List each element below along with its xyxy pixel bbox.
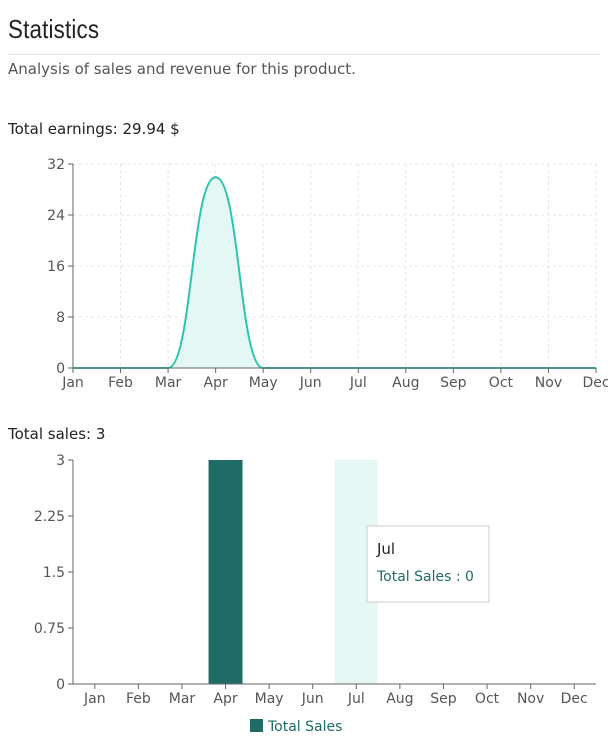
y-tick-label: 1.5 bbox=[43, 565, 65, 581]
x-tick-label: Aug bbox=[392, 375, 419, 391]
sales-label: Total sales: 3 bbox=[8, 425, 106, 443]
earnings-area bbox=[73, 177, 596, 368]
x-tick-label: Jun bbox=[301, 691, 324, 707]
x-tick-label: Feb bbox=[108, 375, 133, 391]
x-tick-label: Oct bbox=[489, 375, 514, 391]
y-tick-label: 0 bbox=[56, 361, 65, 377]
y-tick-label: 2.25 bbox=[34, 509, 65, 525]
x-tick-label: Apr bbox=[204, 375, 228, 391]
y-tick-label: 0.75 bbox=[34, 621, 65, 637]
tooltip-value: Total Sales : 0 bbox=[376, 569, 474, 585]
x-tick-label: Dec bbox=[561, 691, 588, 707]
x-tick-label: Jan bbox=[61, 375, 84, 391]
y-tick-label: 16 bbox=[47, 259, 65, 275]
earnings-line bbox=[73, 176, 596, 369]
tooltip-box bbox=[366, 525, 490, 603]
x-tick-label: May bbox=[255, 691, 284, 707]
x-tick-label: Jan bbox=[83, 691, 106, 707]
page-title: Statistics bbox=[8, 14, 100, 44]
earnings-label: Total earnings: 29.94 $ bbox=[8, 120, 180, 138]
y-tick-label: 32 bbox=[47, 157, 65, 173]
page-subtitle: Analysis of sales and revenue for this p… bbox=[8, 60, 356, 78]
x-tick-label: Apr bbox=[213, 691, 237, 707]
y-tick-label: 0 bbox=[56, 677, 65, 693]
x-tick-label: Dec bbox=[582, 375, 608, 391]
x-tick-label: Mar bbox=[169, 691, 196, 707]
x-tick-label: Aug bbox=[386, 691, 413, 707]
x-tick-label: Sep bbox=[440, 375, 467, 391]
x-tick-label: Nov bbox=[535, 375, 562, 391]
x-tick-label: Jun bbox=[299, 375, 322, 391]
tooltip: Jul Total Sales : 0 bbox=[366, 525, 490, 603]
x-tick-label: Feb bbox=[126, 691, 151, 707]
x-tick-label: Jul bbox=[349, 375, 367, 391]
sales-chart[interactable]: 0 0.75 1.5 2.25 3 Jan Feb Mar Apr May Jun Jul Aug Sep… bbox=[0, 450, 608, 744]
y-tick-label: 3 bbox=[56, 453, 65, 469]
tooltip-title: Jul bbox=[376, 540, 395, 558]
title-divider bbox=[8, 54, 600, 55]
x-tick-label: May bbox=[249, 375, 278, 391]
y-tick-label: 24 bbox=[47, 208, 65, 224]
x-tick-label: Sep bbox=[430, 691, 457, 707]
bar-apr bbox=[208, 460, 243, 684]
x-tick-label: Nov bbox=[517, 691, 544, 707]
x-tick-label: Jul bbox=[347, 691, 365, 707]
legend-swatch bbox=[250, 719, 263, 732]
y-tick-label: 8 bbox=[56, 310, 65, 326]
legend: Total Sales bbox=[250, 719, 342, 735]
x-tick-label: Mar bbox=[155, 375, 182, 391]
earnings-chart[interactable]: 0 8 16 24 32 Jan Feb Mar Apr May Jun Jul Aug Sep Oct No… bbox=[0, 150, 608, 400]
legend-label: Total Sales bbox=[267, 719, 342, 735]
x-tick-label: Oct bbox=[475, 691, 500, 707]
